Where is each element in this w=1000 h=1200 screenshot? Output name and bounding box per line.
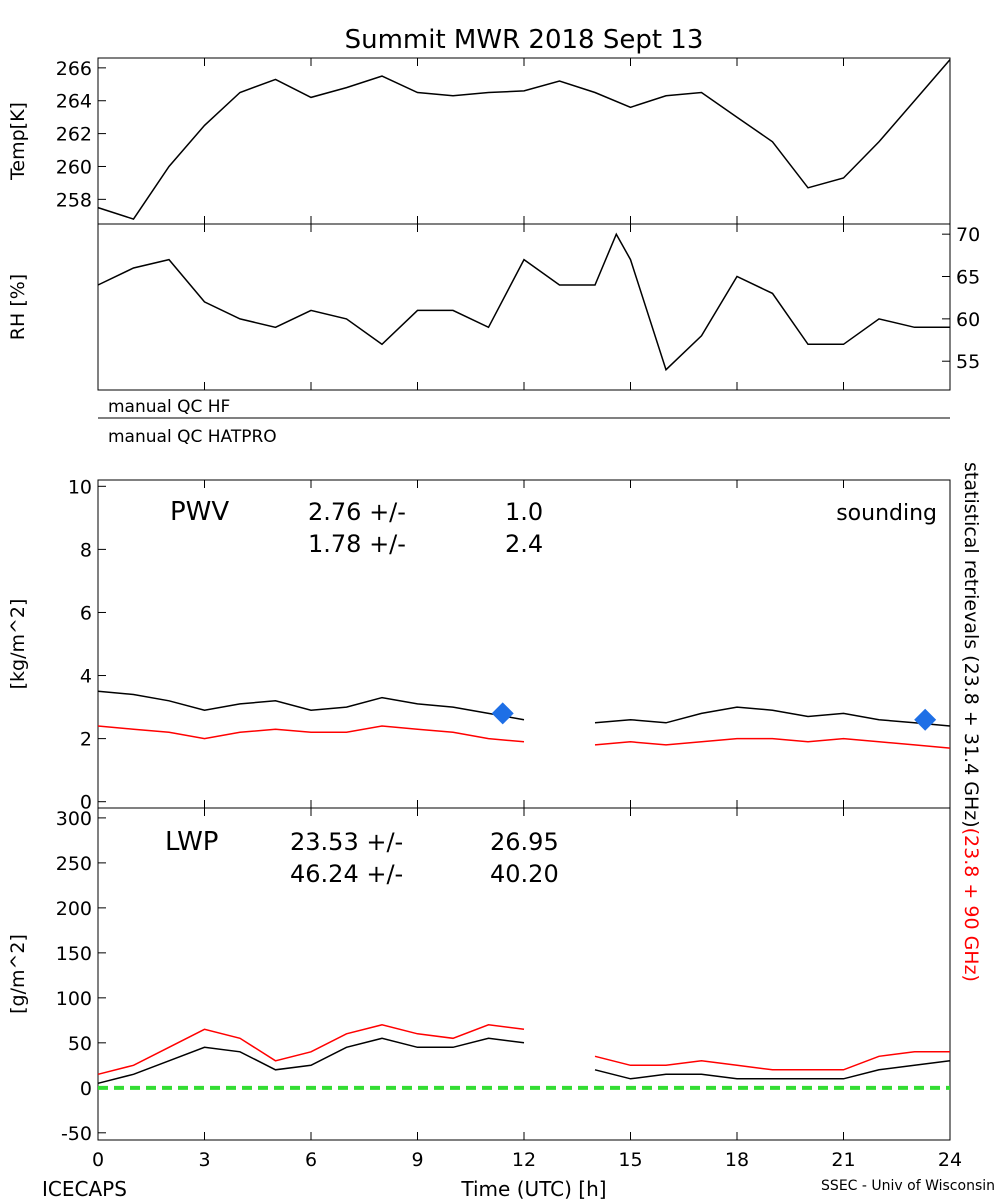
- qc-label: manual QC HF: [108, 397, 230, 417]
- annotation: 2.76 +/-: [308, 498, 406, 526]
- y-axis-label: RH [%]: [7, 274, 29, 340]
- y-tick-label: -50: [61, 1123, 92, 1145]
- annotation: 2.4: [505, 530, 543, 558]
- footer-right: SSEC - Univ of Wisconsin: [821, 1178, 995, 1194]
- x-tick-label: 24: [938, 1149, 962, 1171]
- footer-left: ICECAPS: [42, 1177, 127, 1200]
- data-line: [97, 232, 950, 372]
- y-tick-label: 262: [56, 124, 92, 146]
- annotation: 26.95: [490, 828, 559, 856]
- side-label-part: statistical retrievals (23.8 + 31.4 GHz): [960, 462, 982, 828]
- x-tick-label: 21: [831, 1149, 855, 1171]
- y-tick-label: 60: [956, 309, 980, 331]
- y-tick-label: 0: [80, 792, 92, 814]
- y-tick-label: 300: [56, 808, 92, 830]
- y-axis-label: Temp[K]: [7, 102, 29, 181]
- y-tick-label: 260: [56, 156, 92, 178]
- plot-frame: [97, 57, 951, 225]
- x-tick-label: 3: [198, 1149, 210, 1171]
- y-tick-label: 266: [56, 58, 92, 80]
- x-tick-label: 18: [725, 1149, 749, 1171]
- y-tick-label: 0: [80, 1078, 92, 1100]
- y-tick-label: 6: [80, 602, 92, 624]
- annotation: LWP: [165, 827, 219, 857]
- annotation: 1.78 +/-: [308, 530, 406, 558]
- plot-frame: [97, 807, 951, 1141]
- side-label: statistical retrievals (23.8 + 31.4 GHz)…: [960, 462, 982, 982]
- y-tick-label: 2: [80, 729, 92, 751]
- x-tick-label: 12: [512, 1149, 536, 1171]
- y-tick-label: 250: [56, 853, 92, 875]
- y-tick-label: 50: [68, 1033, 92, 1055]
- y-axis-label: [kg/m^2]: [7, 599, 29, 690]
- x-tick-label: 0: [92, 1149, 104, 1171]
- x-tick-label: 15: [618, 1149, 642, 1171]
- x-axis-label: Time (UTC) [h]: [460, 1177, 606, 1200]
- y-tick-label: 10: [68, 476, 92, 498]
- y-tick-label: 150: [56, 943, 92, 965]
- data-line: [97, 1024, 950, 1076]
- data-line: [97, 690, 951, 727]
- x-tick-label: 6: [305, 1149, 317, 1171]
- data-line: [97, 725, 951, 749]
- y-tick-label: 8: [80, 539, 92, 561]
- sounding-marker: [914, 708, 937, 731]
- annotation: 1.0: [505, 498, 543, 526]
- qc-label: manual QC HATPRO: [108, 427, 277, 447]
- y-tick-label: 200: [56, 898, 92, 920]
- y-tick-label: 258: [56, 189, 92, 211]
- data-line: [97, 1037, 951, 1085]
- y-tick-label: 70: [956, 224, 980, 246]
- y-tick-label: 65: [956, 267, 980, 289]
- data-line: [97, 59, 951, 220]
- side-label-part: (23.8 + 90 GHz): [960, 828, 982, 982]
- y-tick-label: 55: [956, 351, 980, 373]
- y-tick-label: 100: [56, 988, 92, 1010]
- y-axis-label: [g/m^2]: [7, 934, 29, 1014]
- x-tick-label: 9: [411, 1149, 423, 1171]
- annotation: PWV: [170, 497, 229, 527]
- y-tick-label: 4: [80, 666, 92, 688]
- annotation: sounding: [836, 501, 937, 526]
- annotation: 23.53 +/-: [290, 828, 403, 856]
- plot-frame: [97, 223, 951, 391]
- sounding-marker: [491, 702, 514, 725]
- annotation: 46.24 +/-: [290, 860, 403, 888]
- annotation: 40.20: [490, 860, 559, 888]
- y-tick-label: 264: [56, 91, 92, 113]
- chart-title: Summit MWR 2018 Sept 13: [345, 25, 704, 55]
